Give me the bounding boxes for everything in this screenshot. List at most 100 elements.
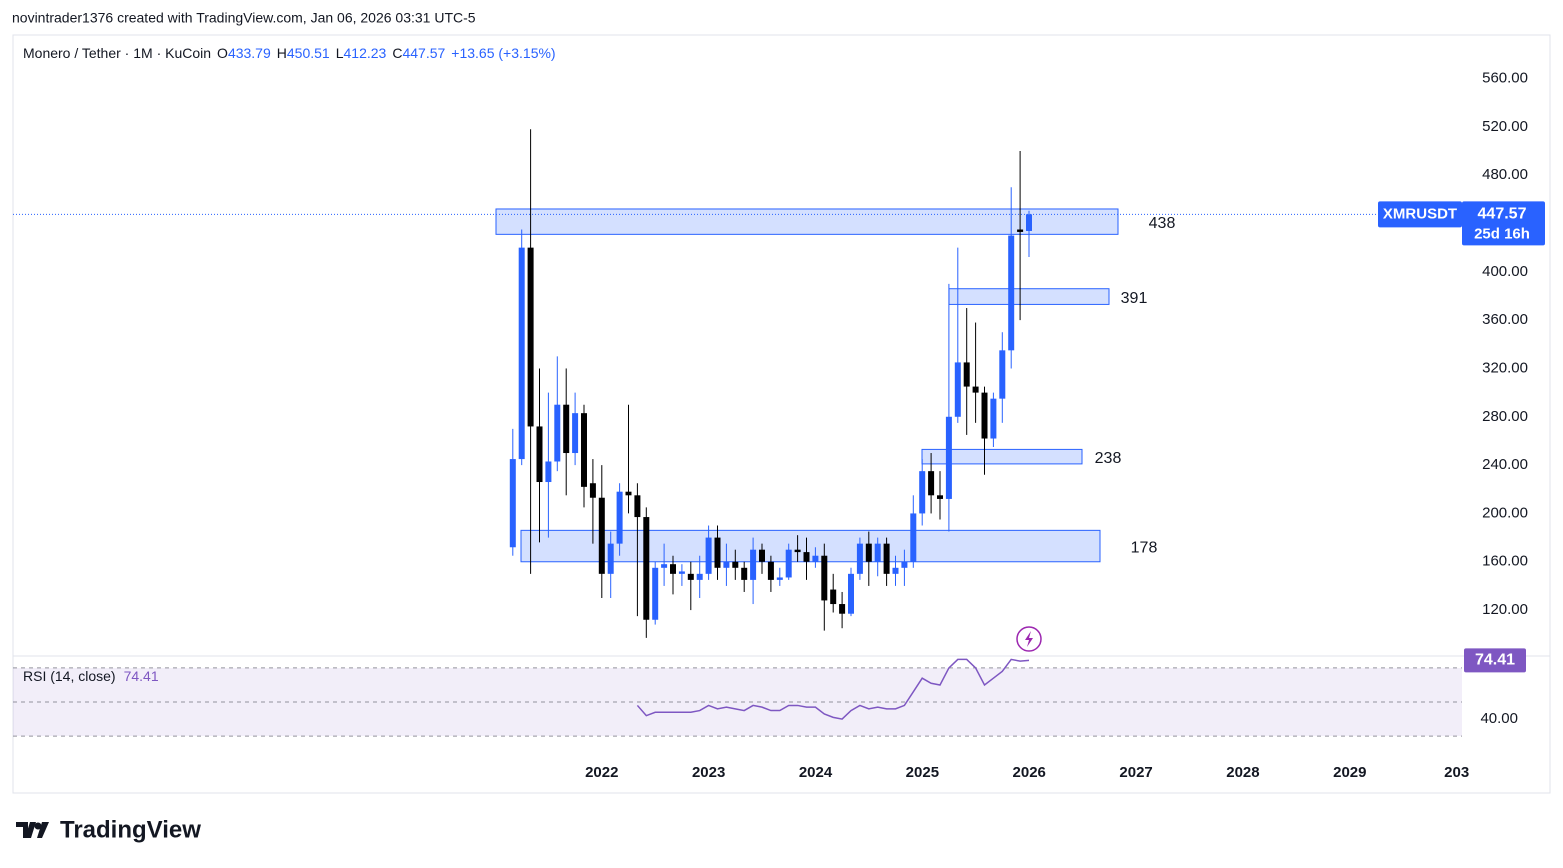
legend-item: 450.51	[287, 45, 330, 61]
candle-body	[785, 549, 792, 578]
candle-body	[589, 483, 596, 498]
alert-icon	[1016, 626, 1042, 652]
candle-body	[963, 362, 970, 387]
candle-body	[536, 426, 543, 483]
legend-item: 433.79	[228, 45, 271, 61]
candle-body	[518, 247, 525, 460]
rsi-line	[636, 658, 1030, 720]
candle-body	[625, 491, 632, 496]
candle-body	[607, 543, 614, 574]
candle-body	[901, 561, 908, 568]
rsi-y-tick-label: 40.00	[1480, 710, 1518, 727]
rsi-name: RSI (14, close)	[23, 668, 116, 684]
candle-body	[910, 513, 917, 562]
y-tick-label: 320.00	[1482, 359, 1528, 376]
legend-item: O	[217, 45, 228, 61]
y-tick-label: 120.00	[1482, 601, 1528, 618]
chart-frame	[12, 34, 1551, 794]
y-tick-label: 400.00	[1482, 263, 1528, 280]
rsi-value: 74.41	[124, 668, 159, 684]
candle-body	[723, 561, 730, 568]
candle-body	[1017, 229, 1024, 232]
y-tick-label: 480.00	[1482, 166, 1528, 183]
legend-item: H	[277, 45, 287, 61]
candle-body	[874, 543, 881, 562]
ticker-tag	[1378, 201, 1462, 228]
y-tick-label: 360.00	[1482, 311, 1528, 328]
zone	[495, 208, 1119, 235]
x-tick-label: 2022	[585, 764, 618, 781]
candle-body	[741, 567, 748, 580]
candle-body	[981, 392, 988, 439]
tv-logo	[16, 822, 49, 838]
rsi-tag	[1464, 648, 1526, 673]
x-tick-label: 2025	[906, 764, 939, 781]
candle-body	[652, 567, 659, 620]
zone-label: 391	[1121, 290, 1148, 307]
candle-body	[1026, 214, 1032, 231]
legend-item: +13.65 (+3.15%)	[451, 45, 555, 61]
y-tick-label: 520.00	[1482, 118, 1528, 135]
footer-logo: TradingView	[60, 816, 201, 843]
candle-body	[839, 604, 846, 614]
legend-item: Monero / Tether · 1M · KuCoin	[23, 45, 211, 61]
candle-body	[856, 543, 863, 574]
candle-body	[848, 573, 854, 614]
ticker-tag-text: XMRUSDT	[1383, 205, 1457, 222]
candle-body	[892, 567, 899, 574]
y-tick-label: 240.00	[1482, 456, 1528, 473]
y-tick-label: 560.00	[1482, 69, 1528, 86]
x-tick-label: 2026	[1013, 764, 1046, 781]
x-tick-label: 2027	[1119, 764, 1152, 781]
zone-label: 178	[1131, 539, 1158, 556]
candle-body	[509, 459, 516, 548]
candle-body	[972, 386, 979, 393]
rsi-legend: RSI (14, close) 74.41	[23, 668, 159, 684]
x-tick-label: 2029	[1333, 764, 1366, 781]
candle-body	[714, 537, 721, 568]
x-tick-label: 2024	[799, 764, 833, 781]
candle-body	[643, 517, 650, 620]
candle-body	[945, 416, 952, 499]
candle-body	[670, 564, 676, 574]
candle-body	[661, 564, 668, 568]
rsi-tag-text: 74.41	[1475, 652, 1515, 669]
candle-body	[954, 362, 961, 417]
legend-item: 412.23	[344, 45, 387, 61]
price-tag	[1462, 201, 1545, 246]
candle-body	[928, 471, 935, 496]
header: novintrader1376 created with TradingView…	[12, 10, 476, 26]
candle-body	[634, 495, 641, 518]
y-tick-label: 280.00	[1482, 408, 1528, 425]
candle-body	[545, 461, 552, 483]
zone	[520, 529, 1101, 563]
candle-body	[563, 404, 570, 454]
x-tick-label: 2028	[1226, 764, 1259, 781]
countdown: 25d 16h	[1474, 225, 1530, 242]
candle-body	[919, 471, 926, 514]
x-tick-label: 203	[1444, 764, 1469, 781]
price-tag-text: 447.57	[1478, 206, 1527, 223]
candle-body	[830, 589, 837, 605]
candle-body	[598, 497, 605, 574]
candle-body	[759, 549, 765, 562]
candle-body	[732, 561, 739, 568]
candle-body	[776, 577, 783, 580]
candle-body	[554, 404, 561, 462]
x-tick-label: 2023	[692, 764, 725, 781]
zone-label: 238	[1095, 450, 1122, 467]
zone	[921, 448, 1083, 465]
candle-body	[883, 543, 890, 574]
candle-body	[999, 350, 1006, 399]
candle-body	[705, 537, 712, 574]
zone	[948, 288, 1110, 305]
candle-body	[687, 573, 694, 580]
candle-body	[937, 495, 943, 499]
y-tick-label: 160.00	[1482, 553, 1528, 570]
candle-body	[572, 413, 579, 454]
candle-body	[678, 571, 685, 574]
legend: Monero / Tether · 1M · KuCoin O433.79 H450…	[23, 45, 556, 61]
y-tick-label: 200.00	[1482, 504, 1528, 521]
candle-body	[581, 413, 587, 487]
